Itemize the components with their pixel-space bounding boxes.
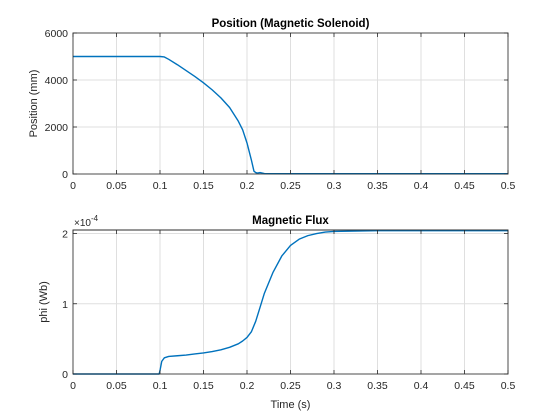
- position-y-tick-label: 0: [62, 169, 68, 181]
- position-y-tick-label: 2000: [45, 122, 69, 134]
- flux-y-ticks: 0 1 2: [62, 229, 508, 381]
- flux-x-axis-label: Time (s): [271, 399, 311, 411]
- flux-axes: 0 0.05 0.1 0.15 0.2 0.25 0.3 0.35 0.4 0.45 0.5 0 1 2…: [38, 214, 515, 411]
- flux-series-line: [73, 230, 508, 375]
- flux-x-tick-label: 0: [70, 380, 76, 392]
- flux-y-exponent-label: ×10-4: [74, 214, 99, 229]
- position-axes: 0 0.05 0.1 0.15 0.2 0.25 0.3 0.35 0.4 0.45 0.5 0 20…: [28, 18, 515, 192]
- flux-x-tick-label: 0.2: [240, 380, 255, 392]
- flux-x-tick-label: 0.35: [367, 380, 388, 392]
- position-x-tick-label: 0.25: [280, 180, 301, 192]
- flux-x-ticks: 0 0.05 0.1 0.15 0.2 0.25 0.3 0.35 0.4 0.45 0.5: [70, 230, 515, 392]
- flux-x-tick-label: 0.15: [193, 380, 214, 392]
- position-chart-title: Position (Magnetic Solenoid): [212, 18, 370, 30]
- flux-y-tick-label: 1: [62, 299, 68, 311]
- flux-exponent-power: -4: [91, 214, 99, 223]
- position-x-tick-label: 0.35: [367, 180, 388, 192]
- position-x-tick-label: 0.1: [153, 180, 168, 192]
- position-x-tick-label: 0: [70, 180, 76, 192]
- flux-x-tick-label: 0.1: [153, 380, 168, 392]
- flux-y-tick-label: 0: [62, 369, 68, 381]
- flux-y-axis-label: phi (Wb): [38, 281, 50, 323]
- flux-chart-title: Magnetic Flux: [252, 215, 329, 227]
- position-y-ticks: 0 2000 4000 6000: [45, 28, 508, 181]
- position-x-tick-label: 0.5: [501, 180, 516, 192]
- flux-x-tick-label: 0.5: [501, 380, 516, 392]
- position-series-line: [73, 55, 508, 175]
- position-x-tick-label: 0.15: [193, 180, 214, 192]
- flux-x-tick-label: 0.05: [106, 380, 127, 392]
- position-x-tick-label: 0.05: [106, 180, 127, 192]
- position-x-tick-label: 0.45: [454, 180, 475, 192]
- position-y-axis-label: Position (mm): [28, 70, 40, 138]
- position-x-ticks: 0 0.05 0.1 0.15 0.2 0.25 0.3 0.35 0.4 0.45 0.5: [70, 33, 515, 192]
- flux-x-tick-label: 0.45: [454, 380, 475, 392]
- position-y-tick-label: 6000: [45, 28, 69, 40]
- position-y-tick-label: 4000: [45, 75, 69, 87]
- position-x-tick-label: 0.3: [327, 180, 342, 192]
- flux-x-tick-label: 0.4: [414, 380, 429, 392]
- flux-x-tick-label: 0.25: [280, 380, 301, 392]
- position-x-tick-label: 0.2: [240, 180, 255, 192]
- flux-x-tick-label: 0.3: [327, 380, 342, 392]
- position-x-tick-label: 0.4: [414, 180, 429, 192]
- flux-y-tick-label: 2: [62, 229, 68, 241]
- flux-exponent-base: ×10: [74, 218, 91, 229]
